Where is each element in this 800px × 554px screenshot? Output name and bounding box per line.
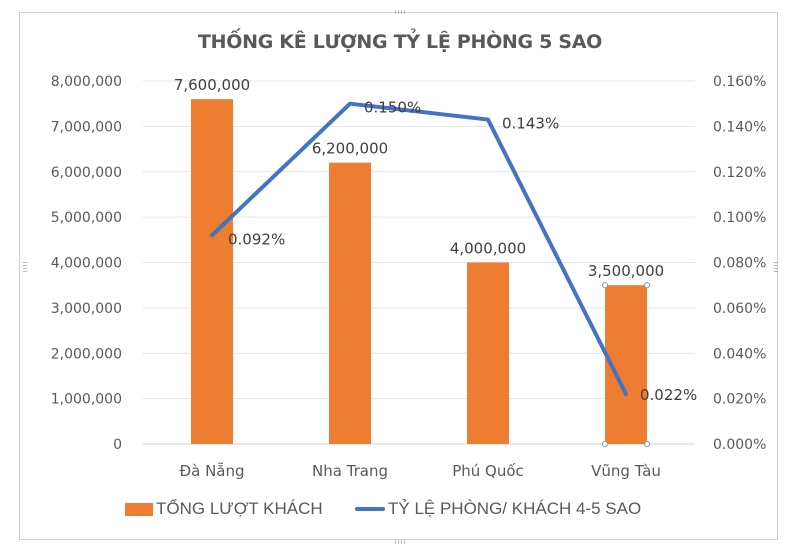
legend-label-bar: TỔNG LƯỢT KHÁCH (156, 499, 323, 518)
line-series[interactable] (210, 101, 628, 397)
legend-swatch-bar-icon (125, 502, 153, 516)
chart-title: THỐNG KÊ LƯỢNG TỶ LỆ PHÒNG 5 SAO (197, 31, 603, 53)
y-left-tick-label: 8,000,000 (51, 74, 122, 90)
selection-handle[interactable] (601, 440, 609, 448)
y-right-tick-label: 0.140% (713, 119, 766, 135)
line-data-label: 0.092% (228, 230, 285, 248)
bar[interactable] (329, 162, 371, 445)
x-category-label: Vũng Tàu (591, 462, 661, 480)
line-data-label: 0.022% (640, 386, 697, 404)
y-right-tick-label: 0.160% (713, 74, 766, 90)
selection-handle[interactable] (601, 282, 609, 289)
chart-legend: TỔNG LƯỢT KHÁCH TỶ LỆ PHÒNG/ KHÁCH 4-5 S… (0, 499, 800, 523)
y-right-tick-label: 0.000% (713, 437, 766, 453)
resize-handle-left[interactable] (23, 262, 27, 272)
resize-handle-top[interactable] (395, 10, 405, 14)
legend-item-line[interactable]: TỶ LỆ PHÒNG/ KHÁCH 4-5 SAO (355, 499, 641, 519)
y-right-tick-label: 0.100% (713, 210, 766, 226)
y-left-tick-label: 4,000,000 (51, 256, 122, 272)
legend-item-bar[interactable]: TỔNG LƯỢT KHÁCH (125, 499, 323, 519)
x-category-label: Nha Trang (312, 462, 388, 480)
y-right-tick-label: 0.020% (713, 392, 766, 408)
bar-data-label: 4,000,000 (450, 240, 526, 258)
line-data-label: 0.143% (502, 115, 559, 133)
selection-handle[interactable] (643, 282, 651, 289)
resize-handle-bottom[interactable] (395, 540, 405, 544)
bar-data-label: 6,200,000 (312, 140, 388, 158)
y-right-tick-label: 0.120% (713, 165, 766, 181)
y-right-tick-label: 0.060% (713, 301, 766, 317)
y-left-tick-label: 2,000,000 (51, 346, 122, 362)
selection-handle[interactable] (643, 440, 651, 448)
bar-data-label: 7,600,000 (174, 76, 250, 94)
y-right-tick-label: 0.080% (713, 256, 766, 272)
x-category-label: Phú Quốc (452, 462, 524, 480)
x-category-label: Đà Nẵng (179, 462, 244, 480)
y-right-tick-label: 0.040% (713, 346, 766, 362)
legend-swatch-line-icon (355, 507, 385, 511)
bar[interactable] (191, 99, 233, 445)
bar-data-label: 3,500,000 (588, 262, 664, 280)
legend-label-line: TỶ LỆ PHÒNG/ KHÁCH 4-5 SAO (388, 499, 642, 518)
y-left-tick-label: 6,000,000 (51, 165, 122, 181)
y-left-tick-label: 5,000,000 (51, 210, 122, 226)
y-left-tick-label: 7,000,000 (51, 119, 122, 135)
line-data-label: 0.150% (364, 99, 421, 117)
y-left-tick-label: 1,000,000 (51, 392, 122, 408)
resize-handle-right[interactable] (774, 262, 778, 272)
y-left-tick-label: 0 (113, 437, 122, 453)
bar[interactable] (467, 262, 509, 445)
y-left-tick-label: 3,000,000 (51, 301, 122, 317)
